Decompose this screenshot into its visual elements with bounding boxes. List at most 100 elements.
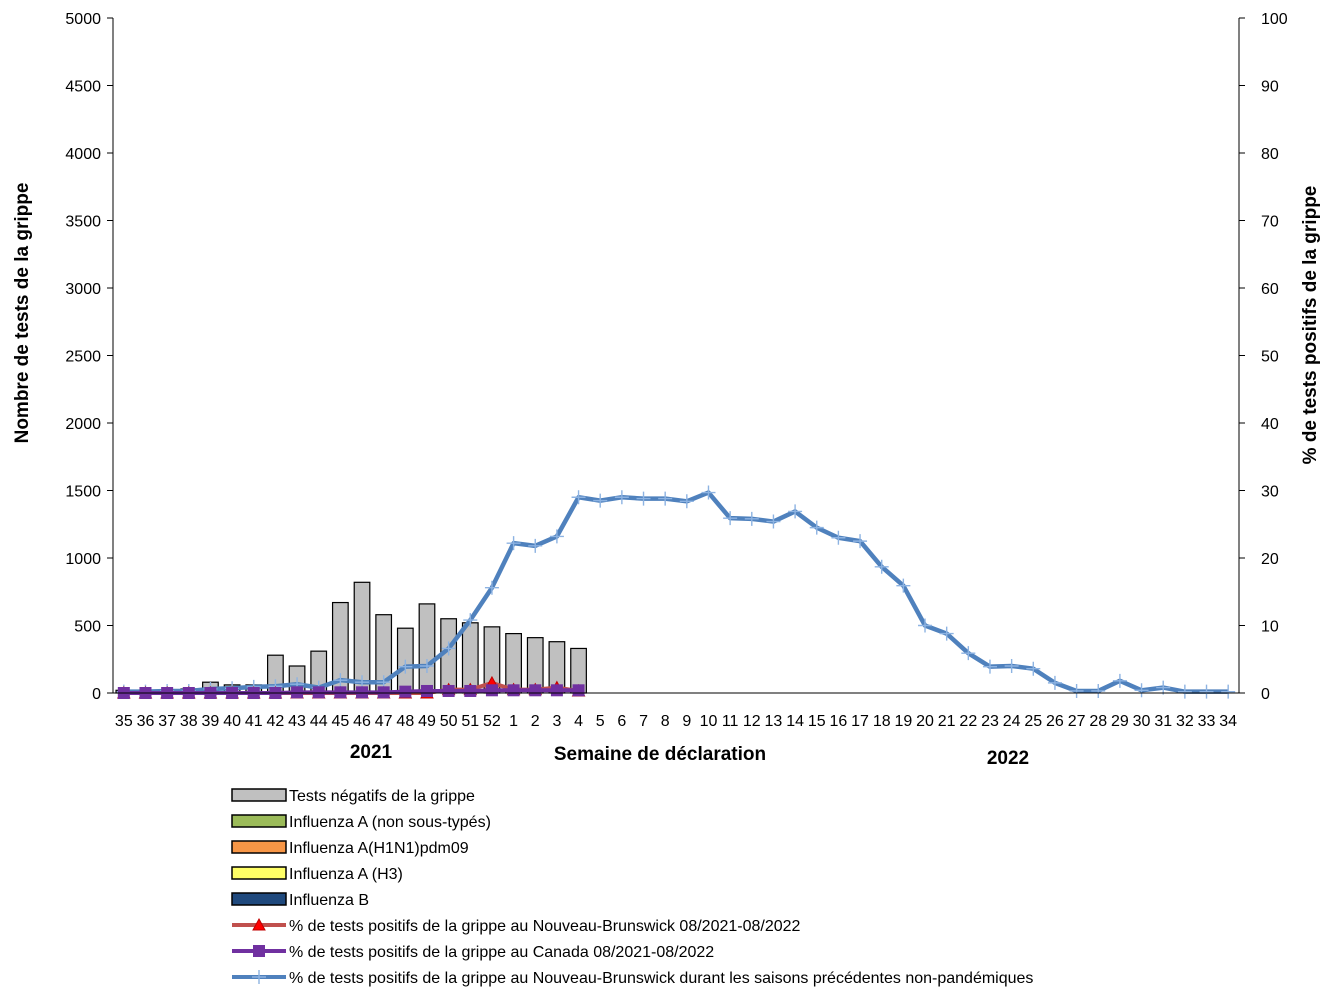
x-tick-label: 24 bbox=[1003, 713, 1021, 730]
x-tick-label: 4 bbox=[574, 713, 583, 730]
line-nb-previous-seasons-marker bbox=[636, 491, 651, 506]
x-tick-label: 51 bbox=[461, 713, 479, 730]
legend-swatch-marker bbox=[252, 970, 266, 984]
x-tick-label: 37 bbox=[158, 713, 176, 730]
line-nb-previous-seasons-marker bbox=[1069, 683, 1084, 698]
line-nb-previous-seasons-marker bbox=[484, 580, 499, 595]
year-label-2021: 2021 bbox=[350, 742, 393, 763]
y-axis-left-title: Nombre de tests de la grippe bbox=[12, 183, 33, 444]
y-left-tick-label: 2000 bbox=[65, 416, 101, 433]
y-left-tick-label: 1000 bbox=[65, 551, 101, 568]
line-nb-previous-seasons-marker bbox=[939, 626, 954, 641]
x-tick-label: 34 bbox=[1219, 713, 1237, 730]
x-tick-label: 36 bbox=[137, 713, 155, 730]
line-nb-previous-seasons-marker bbox=[1134, 683, 1149, 698]
legend-swatch-bar bbox=[231, 840, 287, 854]
x-tick-label: 45 bbox=[331, 713, 349, 730]
line-nb-previous-seasons-marker bbox=[593, 493, 608, 508]
x-tick-label: 6 bbox=[617, 713, 626, 730]
legend-label: Influenza A(H1N1)pdm09 bbox=[289, 840, 469, 857]
y-left-tick-label: 2500 bbox=[65, 349, 101, 366]
y-axis-right-title: % de tests positifs de la grippe bbox=[1300, 186, 1321, 465]
x-tick-label: 40 bbox=[223, 713, 241, 730]
line-canada-2021-2022-marker bbox=[572, 684, 585, 697]
line-nb-previous-seasons-marker bbox=[419, 659, 434, 673]
x-tick-label: 35 bbox=[115, 713, 133, 730]
legend-label: Tests négatifs de la grippe bbox=[289, 788, 475, 805]
line-nb-previous-seasons-marker bbox=[528, 538, 543, 553]
y-right-tick-label: 80 bbox=[1261, 146, 1279, 163]
y-right-tick-label: 40 bbox=[1261, 416, 1279, 433]
legend-swatch-bar bbox=[231, 788, 287, 802]
line-nb-previous-seasons-marker bbox=[571, 490, 586, 505]
bar-series bbox=[115, 581, 587, 694]
line-canada-2021-2022-marker bbox=[291, 686, 304, 699]
y-left-tick-label: 1500 bbox=[65, 484, 101, 501]
line-nb-previous-seasons-marker bbox=[961, 646, 976, 661]
y-left-tick-label: 3500 bbox=[65, 214, 101, 231]
line-nb-previous-seasons-marker bbox=[1156, 680, 1171, 695]
line-canada-2021-2022-marker bbox=[550, 684, 563, 697]
y-left-tick-label: 4500 bbox=[65, 79, 101, 96]
y-right-tick-label: 100 bbox=[1261, 11, 1288, 28]
x-tick-label: 38 bbox=[180, 713, 198, 730]
line-nb-previous-seasons-marker bbox=[1026, 661, 1041, 676]
y-right-tick-label: 0 bbox=[1261, 686, 1270, 703]
legend-swatch-bar bbox=[231, 866, 287, 880]
line-nb-previous-seasons-marker bbox=[982, 659, 997, 674]
line-nb-previous-seasons-marker bbox=[441, 641, 456, 656]
legend-label: % de tests positifs de la grippe au Nouv… bbox=[289, 970, 1033, 987]
x-tick-label: 21 bbox=[938, 713, 956, 730]
line-nb-previous-seasons-marker bbox=[788, 504, 803, 519]
x-tick-label: 30 bbox=[1133, 713, 1151, 730]
y-right-tick-label: 20 bbox=[1261, 551, 1279, 568]
legend-swatch-marker bbox=[253, 945, 265, 957]
line-canada-2021-2022-marker bbox=[442, 684, 455, 697]
line-canada-2021-2022-marker bbox=[334, 686, 347, 699]
line-canada-2021-2022-marker bbox=[507, 684, 520, 697]
x-tick-label: 16 bbox=[830, 713, 848, 730]
legend-label: % de tests positifs de la grippe au Nouv… bbox=[289, 918, 801, 935]
x-tick-label: 22 bbox=[959, 713, 977, 730]
line-nb-previous-seasons-marker bbox=[1221, 684, 1236, 699]
line-nb-previous-seasons-marker bbox=[506, 536, 521, 551]
x-tick-label: 23 bbox=[981, 713, 999, 730]
bar-negative-tests bbox=[461, 622, 479, 694]
line-series bbox=[116, 485, 1236, 699]
line-canada-2021-2022-marker bbox=[377, 686, 390, 699]
y-left-tick-label: 3000 bbox=[65, 281, 101, 298]
x-tick-label: 31 bbox=[1154, 713, 1172, 730]
x-tick-label: 13 bbox=[765, 713, 783, 730]
line-nb-previous-seasons-marker bbox=[896, 578, 911, 593]
x-tick-label: 10 bbox=[700, 713, 718, 730]
x-tick-label: 50 bbox=[440, 713, 458, 730]
line-nb-previous-seasons-marker bbox=[853, 534, 868, 549]
x-tick-label: 3 bbox=[552, 713, 561, 730]
line-canada-2021-2022-marker bbox=[464, 684, 477, 697]
x-tick-label: 12 bbox=[743, 713, 761, 730]
x-axis-title: Semaine de déclaration bbox=[554, 744, 766, 765]
legend-label: Influenza B bbox=[289, 892, 369, 909]
line-nb-previous-seasons-marker bbox=[614, 490, 629, 505]
y-left-tick-label: 5000 bbox=[65, 11, 101, 28]
tick-labels: 0500100015002000250030003500400045005000… bbox=[65, 11, 1287, 730]
x-tick-label: 42 bbox=[267, 713, 285, 730]
y-left-tick-label: 0 bbox=[92, 686, 101, 703]
x-tick-label: 44 bbox=[310, 713, 328, 730]
line-canada-2021-2022-marker bbox=[529, 684, 542, 697]
x-tick-label: 32 bbox=[1176, 713, 1194, 730]
legend-swatch-marker bbox=[252, 917, 266, 931]
line-nb-previous-seasons-marker bbox=[1091, 683, 1106, 698]
line-canada-2021-2022-marker bbox=[312, 686, 325, 699]
x-tick-label: 17 bbox=[851, 713, 869, 730]
year-label-2022: 2022 bbox=[987, 748, 1029, 769]
x-tick-label: 28 bbox=[1089, 713, 1107, 730]
line-nb-previous-seasons-marker bbox=[831, 530, 846, 545]
line-nb-previous-seasons-marker bbox=[809, 520, 824, 535]
x-tick-label: 1 bbox=[509, 713, 518, 730]
line-nb-previous-seasons-marker bbox=[1177, 684, 1192, 699]
x-tick-label: 39 bbox=[202, 713, 220, 730]
legend: Tests négatifs de la grippe Influenza A (… bbox=[231, 788, 1033, 987]
y-left-tick-label: 500 bbox=[74, 619, 101, 636]
line-nb-previous-seasons-marker bbox=[1047, 675, 1062, 690]
